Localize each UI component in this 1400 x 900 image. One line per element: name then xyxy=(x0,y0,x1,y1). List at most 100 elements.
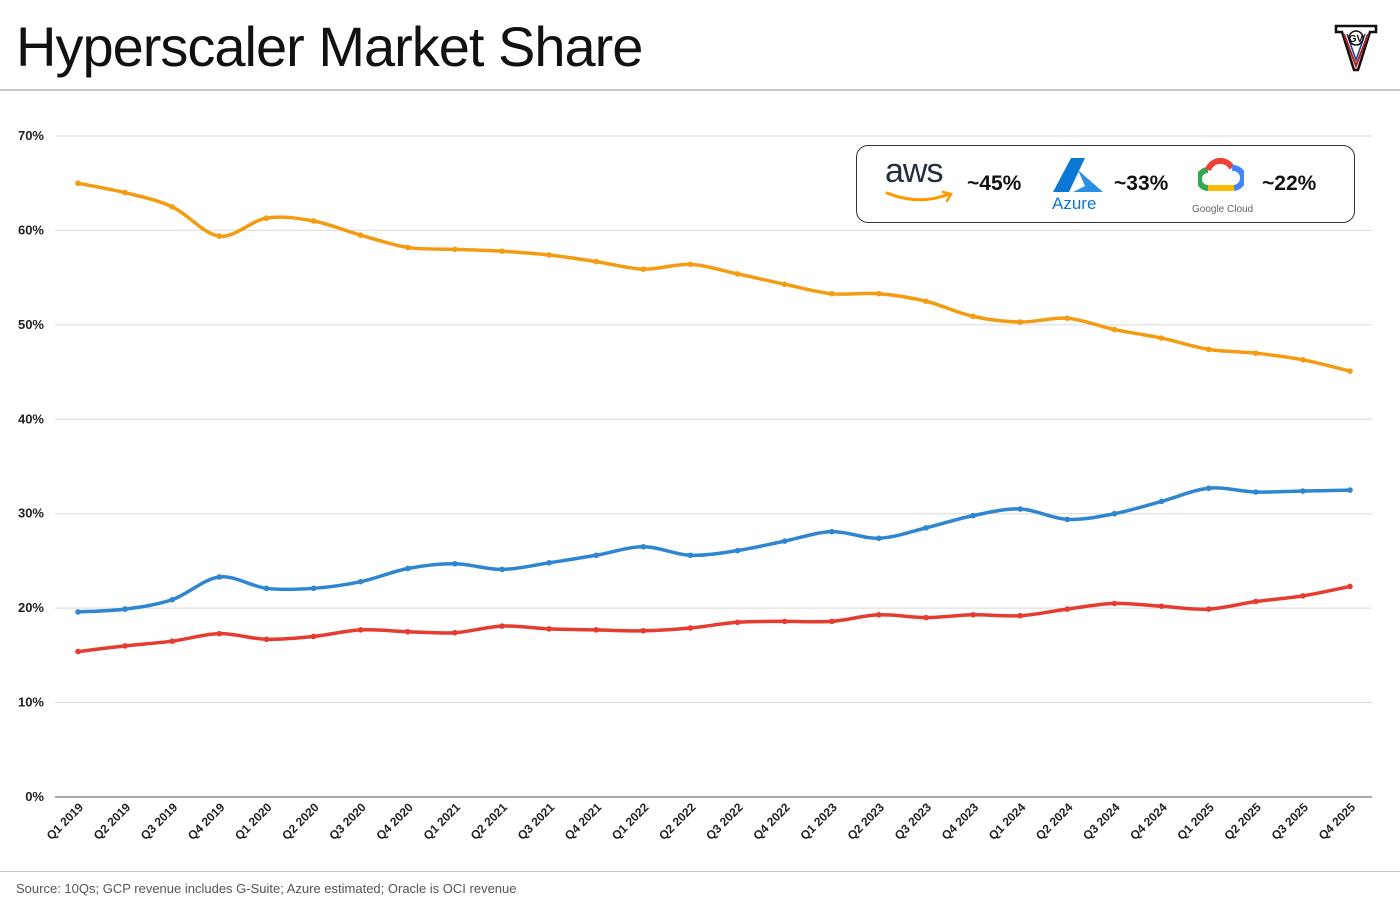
x-tick-label: Q2 2022 xyxy=(656,800,699,843)
data-point-google-cloud xyxy=(169,638,176,644)
aws-share: ~45% xyxy=(967,172,1022,195)
x-tick-label: Q4 2022 xyxy=(750,800,793,843)
data-point-google-cloud xyxy=(1252,598,1259,605)
x-tick-label: Q1 2022 xyxy=(609,800,652,843)
data-point-aws xyxy=(452,246,458,253)
data-point-aws xyxy=(1064,315,1071,322)
data-point-aws xyxy=(1252,350,1259,356)
x-tick-label: Q4 2020 xyxy=(373,800,416,843)
data-point-azure xyxy=(1252,489,1259,495)
y-tick-label: 10% xyxy=(18,695,44,710)
y-tick-label: 70% xyxy=(18,128,44,143)
y-tick-label: 20% xyxy=(18,600,44,615)
x-tick-label: Q2 2020 xyxy=(279,800,322,843)
data-point-aws xyxy=(1017,319,1024,325)
x-tick-label: Q3 2025 xyxy=(1269,800,1312,843)
source-note: Source: 10Qs; GCP revenue includes G-Sui… xyxy=(16,881,517,896)
aws-logo-text: aws xyxy=(885,152,943,190)
data-point-aws xyxy=(734,271,741,277)
data-point-aws xyxy=(216,233,223,239)
x-tick-label: Q2 2023 xyxy=(845,800,888,843)
data-point-azure xyxy=(640,543,647,550)
data-point-azure xyxy=(310,585,317,592)
data-point-aws xyxy=(546,252,552,258)
x-tick-label: Q4 2025 xyxy=(1316,800,1359,843)
data-point-aws xyxy=(1111,326,1118,333)
data-point-google-cloud xyxy=(593,627,600,633)
data-point-azure xyxy=(404,565,411,572)
data-point-google-cloud xyxy=(122,643,128,649)
data-point-azure xyxy=(1347,487,1353,493)
data-point-azure xyxy=(263,585,270,592)
y-tick-label: 50% xyxy=(18,317,44,332)
google-share: ~22% xyxy=(1262,172,1317,195)
data-point-aws xyxy=(122,189,128,196)
data-point-google-cloud xyxy=(216,630,223,637)
legend: aws ~45% Azure ~33% Google Cloud ~22% xyxy=(856,145,1355,223)
data-point-azure xyxy=(75,609,81,615)
data-point-aws xyxy=(876,290,882,297)
data-point-azure xyxy=(499,566,505,573)
data-point-google-cloud xyxy=(546,626,552,632)
data-point-google-cloud xyxy=(310,633,317,640)
series-line-google-cloud xyxy=(77,584,1351,654)
data-point-google-cloud xyxy=(923,614,929,621)
data-point-google-cloud xyxy=(734,619,741,626)
data-point-azure xyxy=(876,535,882,542)
data-point-azure xyxy=(546,560,552,566)
aws-smile-icon xyxy=(885,190,953,203)
data-point-aws xyxy=(781,281,788,288)
data-point-aws xyxy=(499,248,505,255)
data-point-aws xyxy=(970,313,976,320)
data-point-azure xyxy=(1017,506,1024,512)
x-tick-label: Q3 2022 xyxy=(703,800,746,843)
data-point-azure xyxy=(781,538,788,544)
y-tick-label: 30% xyxy=(18,506,44,521)
data-point-aws xyxy=(404,244,411,251)
data-point-google-cloud xyxy=(1017,612,1024,619)
x-tick-label: Q2 2021 xyxy=(468,800,511,843)
x-tick-label: Q3 2023 xyxy=(892,800,935,843)
x-tick-label: Q1 2021 xyxy=(421,800,464,843)
data-point-google-cloud xyxy=(781,618,788,625)
x-tick-label: Q1 2025 xyxy=(1174,800,1217,843)
y-tick-labels: 0% 10% 20% 30% 40% 50% 60% 70% xyxy=(18,128,44,804)
data-point-azure xyxy=(1300,488,1306,494)
logo-letters: GV xyxy=(1349,34,1364,45)
azure-logo-text: Azure xyxy=(1052,194,1097,213)
v-shield-logo-icon: GV xyxy=(1334,24,1378,72)
x-tick-label: Q2 2019 xyxy=(91,800,134,843)
data-point-azure xyxy=(357,578,364,585)
data-point-google-cloud xyxy=(263,636,270,643)
x-tick-label: Q1 2019 xyxy=(44,800,87,843)
header-divider xyxy=(0,89,1400,91)
data-point-azure xyxy=(1205,485,1212,492)
x-tick-label: Q3 2020 xyxy=(326,800,369,843)
data-point-aws xyxy=(593,258,600,265)
data-point-azure xyxy=(923,525,929,531)
data-point-google-cloud xyxy=(452,629,458,636)
data-point-aws xyxy=(687,261,694,268)
x-tick-label: Q2 2024 xyxy=(1033,800,1076,843)
data-point-azure xyxy=(734,547,741,554)
data-point-google-cloud xyxy=(1205,606,1212,612)
data-point-aws xyxy=(75,180,81,187)
data-point-google-cloud xyxy=(876,611,882,618)
series-points xyxy=(75,180,1353,655)
data-point-azure xyxy=(122,606,128,612)
data-point-azure xyxy=(216,574,223,580)
data-point-azure xyxy=(970,512,976,519)
data-point-aws xyxy=(1300,356,1306,363)
data-point-aws xyxy=(263,215,270,221)
x-tick-labels: Q1 2019 Q2 2019 Q3 2019 Q4 2019 Q1 2020 Q2 20… xyxy=(44,800,1359,843)
data-point-aws xyxy=(1158,335,1165,341)
data-point-google-cloud xyxy=(1111,600,1118,607)
x-tick-label: Q1 2024 xyxy=(986,800,1029,843)
x-tick-label: Q4 2024 xyxy=(1127,800,1170,843)
data-point-azure xyxy=(1158,498,1165,505)
data-point-google-cloud xyxy=(640,628,647,634)
data-point-google-cloud xyxy=(1300,593,1306,599)
x-tick-label: Q3 2021 xyxy=(515,800,558,843)
series-line-azure xyxy=(77,486,1351,614)
